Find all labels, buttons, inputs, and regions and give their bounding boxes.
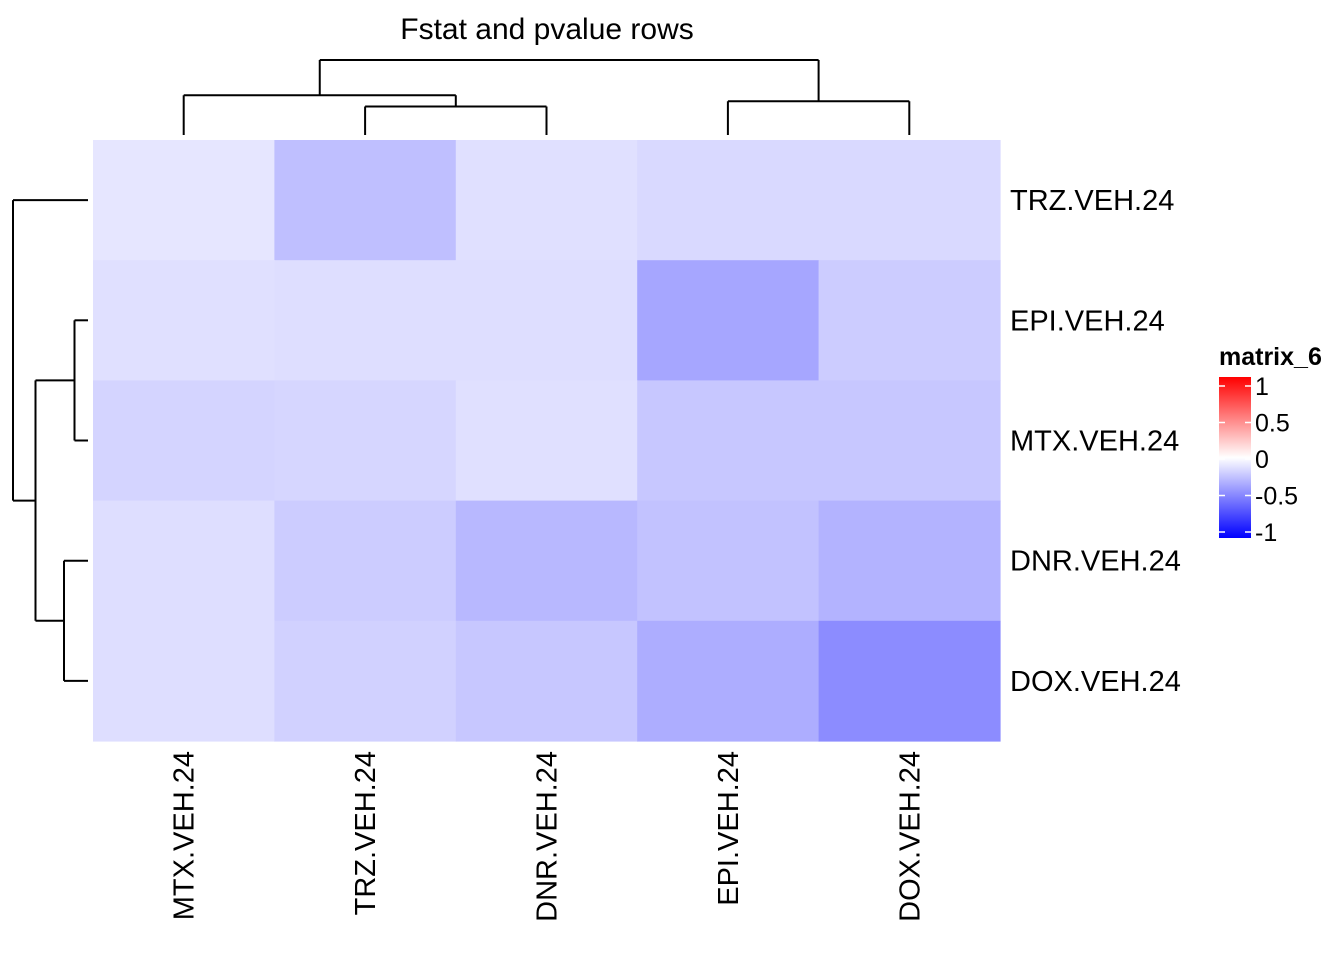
heatmap-cell: [455, 620, 638, 742]
row-label: DNR.VEH.24: [1010, 546, 1181, 578]
heatmap-cell: [455, 500, 638, 622]
heatmap-cell: [455, 140, 638, 261]
heatmap-cell: [274, 380, 457, 502]
legend-tick-label: 0.5: [1255, 410, 1290, 438]
legend-color-bar: [1219, 377, 1251, 538]
legend-tick-label: -1: [1255, 519, 1277, 547]
legend-ticks: 1 0.5 0 -0.5 -1: [1219, 373, 1298, 547]
heatmap-cell: [637, 380, 820, 502]
heatmap-cell: [274, 260, 457, 381]
row-dendrogram: [12, 199, 88, 682]
heatmap-cell: [455, 380, 638, 502]
heatmap-cell: [274, 620, 457, 742]
column-labels: MTX.VEH.24 TRZ.VEH.24 DNR.VEH.24 EPI.VEH.24…: [169, 751, 927, 922]
legend-tick-label: 0: [1255, 446, 1269, 474]
row-label: DOX.VEH.24: [1010, 666, 1181, 698]
heatmap-cell: [818, 260, 1001, 381]
heatmap-cell: [93, 140, 275, 261]
heatmap-cell: [818, 500, 1001, 622]
heatmap-cell: [818, 620, 1001, 742]
heatmap-cell: [455, 260, 638, 381]
heatmap-cell: [637, 140, 820, 261]
heatmap-cell: [93, 500, 275, 622]
column-label: TRZ.VEH.24: [350, 751, 382, 915]
heatmap-cell: [637, 500, 820, 622]
color-legend: matrix_6 1 0.5 0 -0.5 -1: [1219, 343, 1322, 547]
row-label: MTX.VEH.24: [1010, 426, 1179, 458]
column-label: DOX.VEH.24: [894, 751, 926, 922]
legend-tick-label: -0.5: [1255, 483, 1298, 511]
row-label: TRZ.VEH.24: [1010, 185, 1174, 217]
heatmap-cells: [93, 140, 1001, 742]
row-label: EPI.VEH.24: [1010, 305, 1165, 337]
column-label: EPI.VEH.24: [713, 751, 745, 906]
legend-tick-label: 1: [1255, 373, 1269, 401]
heatmap-cell: [637, 260, 820, 381]
heatmap-cell: [818, 140, 1001, 261]
column-label: DNR.VEH.24: [532, 751, 564, 922]
column-label: MTX.VEH.24: [169, 751, 201, 920]
heatmap-cell: [274, 140, 457, 261]
heatmap-cell: [93, 380, 275, 502]
heatmap-cell: [818, 380, 1001, 502]
heatmap-cell: [93, 620, 275, 742]
chart-title: Fstat and pvalue rows: [400, 13, 693, 46]
heatmap-cell: [274, 500, 457, 622]
heatmap-cell: [637, 620, 820, 742]
legend-title: matrix_6: [1219, 343, 1322, 371]
heatmap-cell: [93, 260, 275, 381]
row-labels: TRZ.VEH.24 EPI.VEH.24 MTX.VEH.24 DNR.VEH.24…: [1010, 185, 1181, 698]
column-dendrogram: [182, 59, 911, 135]
